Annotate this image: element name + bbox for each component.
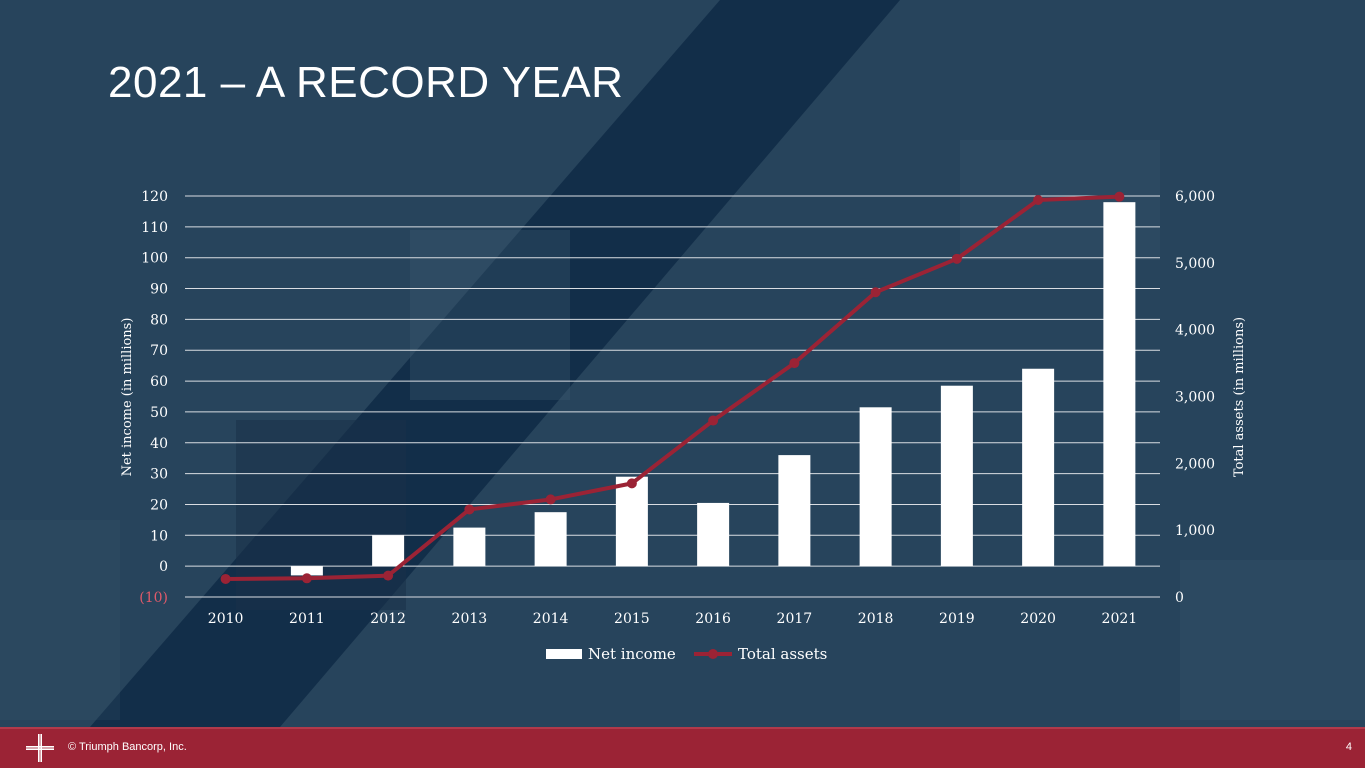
right-axis-ticks: 0 1,000 2,000 3,000 4,000 5,000 6,000 [1175, 189, 1215, 606]
point-total-assets-2018 [870, 287, 881, 298]
y-tick-label: 10 [150, 528, 168, 544]
x-axis-ticks: 2010 2011 2012 2013 2014 2015 2016 2017 2018 2019… [208, 611, 1137, 627]
y2-tick-label: 0 [1175, 590, 1184, 606]
bar-net-income-2016 [697, 502, 730, 567]
legend-swatch-net-income [546, 649, 582, 659]
legend: Net income Total assets [546, 645, 827, 663]
net-income-bars [290, 202, 1136, 576]
x-tick-label: 2013 [452, 611, 488, 627]
y-tick-label: 30 [150, 467, 168, 483]
legend-label-net-income: Net income [588, 645, 676, 663]
y-tick-label: (10) [139, 590, 168, 606]
triumph-cross-logo-icon [26, 734, 54, 762]
line-total-assets [225, 194, 1120, 581]
x-tick-label: 2020 [1020, 611, 1056, 627]
y2-tick-label: 3,000 [1175, 390, 1215, 406]
point-total-assets-2014 [545, 494, 556, 505]
point-total-assets-2019 [951, 253, 962, 264]
footer-divider [0, 727, 1365, 729]
bar-net-income-2011 [290, 566, 323, 576]
bar-net-income-2017 [778, 455, 811, 567]
y-tick-label: 50 [150, 405, 168, 421]
x-tick-label: 2019 [939, 611, 975, 627]
bar-net-income-2014 [534, 512, 567, 567]
point-total-assets-2015 [626, 478, 637, 489]
bar-net-income-2020 [1022, 368, 1055, 567]
bar-net-income-2012 [372, 535, 405, 567]
point-total-assets-2017 [789, 358, 800, 369]
copyright-text: © Triumph Bancorp, Inc. [68, 741, 187, 753]
y-tick-label: 20 [150, 497, 168, 513]
y-tick-label: 90 [150, 282, 168, 298]
point-total-assets-2010 [220, 573, 231, 584]
y-tick-label: 100 [141, 251, 168, 267]
y-tick-label: 70 [150, 343, 168, 359]
y-tick-label: 80 [150, 312, 168, 328]
bar-net-income-2018 [859, 407, 892, 567]
point-total-assets-2011 [301, 573, 312, 584]
y-tick-label: 110 [141, 220, 168, 236]
background-art [0, 0, 1365, 727]
footer-bar: © Triumph Bancorp, Inc. 4 [0, 727, 1365, 768]
point-total-assets-2012 [383, 570, 394, 581]
x-tick-label: 2014 [533, 611, 569, 627]
y-axis-label: Net income (in millions) [120, 318, 135, 477]
x-tick-label: 2017 [777, 611, 813, 627]
x-tick-label: 2016 [695, 611, 731, 627]
x-tick-label: 2015 [614, 611, 650, 627]
y2-tick-label: 4,000 [1175, 323, 1215, 339]
bar-net-income-2021 [1103, 202, 1136, 567]
y2-tick-label: 5,000 [1175, 256, 1215, 272]
y-tick-label: 120 [141, 189, 168, 205]
legend-marker-total-assets [708, 649, 718, 659]
x-tick-label: 2012 [370, 611, 406, 627]
bar-net-income-2019 [940, 385, 973, 567]
x-tick-label: 2011 [289, 611, 325, 627]
page-number: 4 [1345, 741, 1352, 753]
y-tick-label: 0 [159, 559, 168, 575]
point-total-assets-2016 [708, 415, 719, 426]
slide-title: 2021 – A RECORD YEAR [108, 58, 624, 107]
y2-tick-label: 6,000 [1175, 189, 1215, 205]
left-axis-ticks: (10) 0 10 20 30 40 50 60 70 80 90 100 110 120 [139, 189, 168, 606]
point-total-assets-2020 [1033, 195, 1044, 206]
bar-net-income-2013 [453, 527, 486, 567]
x-tick-label: 2021 [1102, 611, 1138, 627]
point-total-assets-2021 [1114, 191, 1125, 202]
point-total-assets-2013 [464, 504, 475, 515]
combo-chart: (10) 0 10 20 30 40 50 60 70 80 90 100 110 120 0 1,000 2… [120, 189, 1247, 663]
y2-tick-label: 2,000 [1175, 456, 1215, 472]
total-assets-line [220, 191, 1125, 584]
x-tick-label: 2010 [208, 611, 244, 627]
bar-net-income-2015 [615, 476, 648, 567]
gridlines [185, 195, 1160, 598]
y2-tick-label: 1,000 [1175, 523, 1215, 539]
y-tick-label: 60 [150, 374, 168, 390]
x-tick-label: 2018 [858, 611, 894, 627]
legend-label-total-assets: Total assets [738, 645, 827, 663]
y2-axis-label: Total assets (in millions) [1232, 317, 1247, 477]
y-tick-label: 40 [150, 436, 168, 452]
